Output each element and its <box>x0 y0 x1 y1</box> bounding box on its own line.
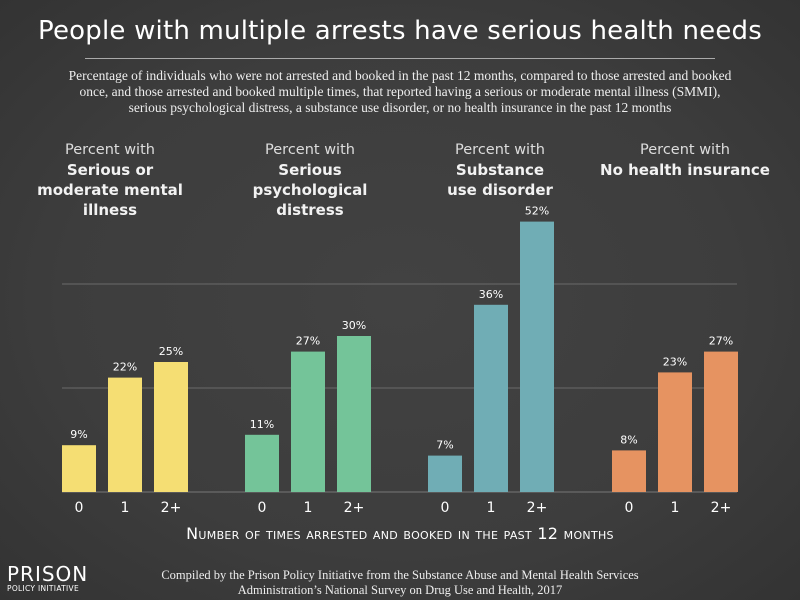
x-tick-label: 1 <box>487 500 496 516</box>
group-name: Serious psychological distress <box>252 161 368 219</box>
data-label: 27% <box>296 335 320 348</box>
group-header-insurance: Percent with No health insurance <box>585 140 785 180</box>
data-label: 27% <box>709 335 733 348</box>
group-header-sud: Percent with Substance use disorder <box>405 140 595 200</box>
prison-policy-initiative-logo: PRISON POLICY INITIATIVE <box>7 564 88 594</box>
group-prefix: Percent with <box>65 142 155 158</box>
bar <box>612 450 646 492</box>
source-note: Compiled by the Prison Policy Initiative… <box>161 568 639 597</box>
x-tick-label: 1 <box>121 500 130 516</box>
logo-line1: PRISON <box>7 562 89 586</box>
data-label: 52% <box>525 205 549 218</box>
chart-subtitle: Percentage of individuals who were not a… <box>68 68 732 115</box>
group-header-spd: Percent with Serious psychological distr… <box>215 140 405 220</box>
group-name: No health insurance <box>600 161 770 179</box>
data-label: 23% <box>663 355 687 368</box>
data-label: 11% <box>250 418 274 431</box>
bar <box>154 362 188 492</box>
bar <box>291 351 325 492</box>
data-label: 8% <box>620 433 637 446</box>
bar <box>62 445 96 492</box>
data-label: 36% <box>479 288 503 301</box>
bar <box>337 336 371 492</box>
x-tick-label: 0 <box>75 500 84 516</box>
bar <box>245 434 279 492</box>
data-label: 22% <box>113 361 137 374</box>
group-prefix: Percent with <box>640 142 730 158</box>
group-name: Substance use disorder <box>447 161 553 199</box>
bar <box>704 351 738 492</box>
data-label: 7% <box>436 439 453 452</box>
data-label: 25% <box>159 345 183 358</box>
bar <box>520 221 554 492</box>
x-tick-label: 2+ <box>711 500 732 516</box>
x-tick-label: 2+ <box>161 500 182 516</box>
chart-title: People with multiple arrests have seriou… <box>38 16 762 46</box>
x-tick-label: 0 <box>258 500 267 516</box>
x-tick-label: 2+ <box>344 500 365 516</box>
group-prefix: Percent with <box>265 142 355 158</box>
x-axis-label: Number of times arrested and booked in t… <box>186 524 614 543</box>
title-divider <box>85 58 715 59</box>
data-label: 30% <box>342 319 366 332</box>
logo-line2: POLICY INITIATIVE <box>7 584 80 593</box>
x-tick-label: 1 <box>671 500 680 516</box>
group-prefix: Percent with <box>455 142 545 158</box>
x-tick-label: 0 <box>625 500 634 516</box>
x-tick-label: 1 <box>304 500 313 516</box>
bar <box>474 304 508 492</box>
x-tick-label: 2+ <box>527 500 548 516</box>
bar <box>658 372 692 492</box>
x-tick-label: 0 <box>441 500 450 516</box>
bar <box>108 377 142 492</box>
group-name: Serious or moderate mental illness <box>37 161 183 219</box>
group-header-smmi: Percent with Serious or moderate mental … <box>15 140 205 220</box>
bar <box>428 455 462 492</box>
data-label: 9% <box>70 428 87 441</box>
